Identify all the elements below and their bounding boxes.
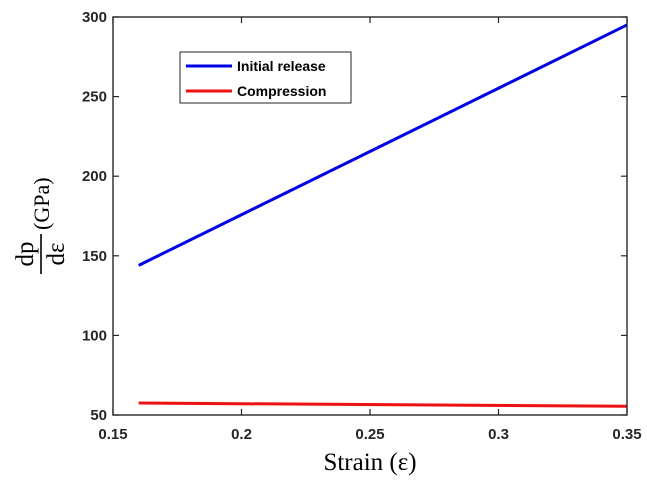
- x-tick-label: 0.15: [98, 426, 127, 443]
- x-tick-label: 0.25: [355, 426, 384, 443]
- y-tick-label: 150: [82, 248, 107, 265]
- legend-label-1: Compression: [237, 83, 326, 99]
- y-tick-label: 250: [82, 89, 107, 106]
- y-tick-label: 50: [90, 407, 107, 424]
- axes-layer: 0.15 0.2 0.25 0.3 0.35 50 100 150 200 250 300: [82, 9, 642, 443]
- x-tick-label: 0.35: [612, 426, 641, 443]
- x-tick-label: 0.3: [488, 426, 509, 443]
- y-tick-label: 300: [82, 9, 107, 26]
- y-axis-title-denominator: dε: [43, 243, 70, 266]
- series-line-1: [138, 401, 628, 408]
- y-axis-title-numerator: dp: [12, 242, 39, 267]
- legend: Initial release Compression: [179, 51, 352, 104]
- y-axis-title-unit: (GPa): [29, 177, 54, 230]
- y-tick-label: 200: [82, 168, 107, 185]
- series-line-0: [138, 23, 628, 267]
- series-layer: [138, 23, 628, 408]
- legend-label-0: Initial release: [237, 58, 326, 74]
- legend-box: [179, 51, 352, 104]
- x-axis-title: Strain (ε): [323, 449, 416, 476]
- y-axis-title: dp dε (GPa): [12, 177, 70, 274]
- y-tick-label: 100: [82, 327, 107, 344]
- x-tick-label: 0.2: [231, 426, 252, 443]
